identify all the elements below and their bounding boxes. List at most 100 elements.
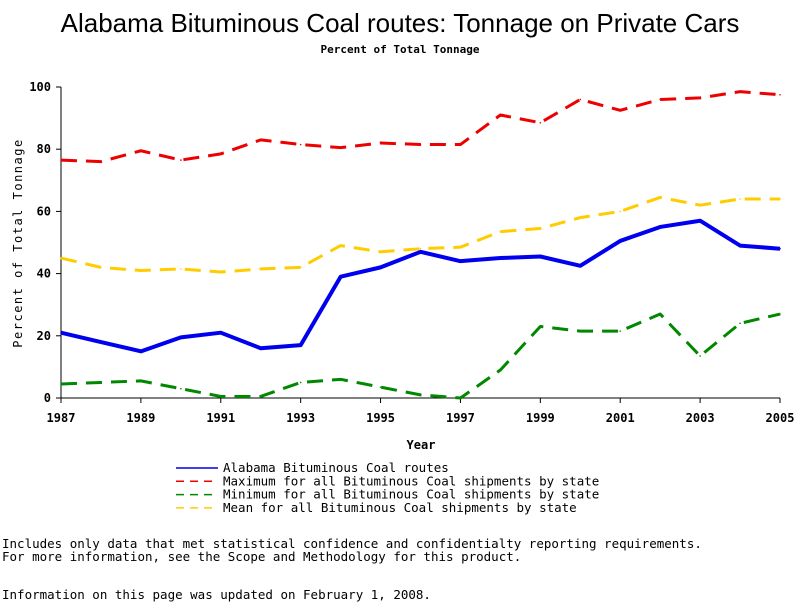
- y-tick-label: 0: [44, 391, 51, 405]
- series-3-point: [619, 210, 622, 213]
- series-3-point: [579, 216, 582, 219]
- series-1-point: [699, 97, 701, 99]
- x-tick-label: 2003: [686, 411, 715, 425]
- series-1-point: [100, 160, 102, 163]
- series-1-point: [619, 109, 622, 112]
- series-1-point: [180, 159, 182, 161]
- series-3-point: [459, 246, 462, 248]
- series-2-point: [140, 380, 142, 382]
- series-2-point: [499, 369, 502, 371]
- series-1-point: [539, 121, 542, 124]
- series-0-point: [619, 240, 622, 242]
- x-axis-label: Year: [407, 438, 436, 452]
- y-tick-label: 100: [29, 80, 51, 94]
- x-tick-label: 1997: [446, 411, 475, 425]
- series-0-point: [339, 275, 342, 278]
- x-tick-label: 1999: [526, 411, 555, 425]
- series-2-point: [180, 387, 182, 390]
- series-0-point: [459, 260, 462, 262]
- axes: [60, 87, 780, 399]
- series-1-point: [140, 149, 142, 152]
- series-3-point: [140, 269, 142, 272]
- axis-ticks: 1987 1989 1991 1993 1995 1997 1999 2001 2003 2005…: [29, 80, 794, 425]
- series-1-point: [259, 139, 262, 141]
- series-lines: [60, 90, 781, 400]
- note-updated: Information on this page was updated on …: [2, 587, 431, 602]
- series-1-point: [60, 159, 62, 161]
- x-tick-label: 2005: [766, 411, 795, 425]
- series-0-point: [779, 247, 781, 250]
- series-0-point: [659, 226, 661, 228]
- series-1-point: [419, 143, 422, 146]
- series-2-point: [339, 378, 342, 381]
- series-2-point: [579, 330, 582, 332]
- series-1-point: [339, 146, 342, 149]
- series-2-point: [100, 381, 102, 384]
- series-1-point: [379, 142, 382, 144]
- series-2-point: [379, 386, 382, 388]
- series-2-point: [779, 313, 781, 315]
- note-confidence: Includes only data that met statistical …: [2, 536, 702, 551]
- x-tick-label: 1995: [366, 411, 395, 425]
- series-3-point: [419, 247, 422, 250]
- series-line-0: [60, 218, 781, 354]
- series-2-point: [659, 313, 661, 315]
- series-3-point: [539, 227, 542, 230]
- series-2-point: [219, 395, 222, 398]
- series-0-point: [739, 244, 741, 247]
- series-0-point: [140, 350, 142, 353]
- series-line-3: [60, 195, 780, 274]
- series-line-2: [60, 312, 781, 400]
- x-tick-label: 1987: [47, 411, 76, 425]
- series-3-point: [299, 266, 302, 269]
- series-3-point: [499, 230, 502, 233]
- series-3-point: [219, 271, 222, 273]
- series-0-point: [499, 257, 502, 259]
- series-2-point: [539, 325, 542, 328]
- series-2-point: [60, 383, 62, 385]
- y-axis-label: Percent of Total Tonnage: [11, 138, 25, 347]
- series-0-point: [100, 341, 102, 343]
- x-tick-label: 1989: [126, 411, 155, 425]
- series-0-point: [180, 336, 182, 339]
- series-1-point: [779, 93, 781, 96]
- x-tick-label: 1991: [206, 411, 235, 425]
- series-2-point: [299, 381, 302, 384]
- series-2-point: [459, 397, 462, 399]
- y-tick-label: 20: [37, 329, 51, 343]
- x-tick-label: 1993: [286, 411, 315, 425]
- series-1-point: [739, 90, 741, 93]
- y-tick-label: 80: [37, 142, 51, 156]
- chart-subtitle: Percent of Total Tonnage: [321, 43, 480, 56]
- series-0-point: [699, 219, 701, 222]
- series-2-point: [419, 394, 422, 396]
- series-3-point: [180, 268, 182, 270]
- series-3-point: [259, 268, 262, 270]
- series-1-point: [499, 114, 502, 116]
- series-1-point: [219, 153, 222, 155]
- series-2-point: [619, 330, 622, 332]
- series-1-point: [579, 98, 582, 101]
- legend-label: Maximum for all Bituminous Coal shipment…: [223, 473, 599, 488]
- chart-title: Alabama Bituminous Coal routes: Tonnage …: [61, 8, 740, 38]
- series-0-point: [60, 331, 62, 334]
- series-1-point: [459, 143, 462, 146]
- series-line-1: [60, 90, 781, 164]
- legend-label: Minimum for all Bituminous Coal shipment…: [223, 487, 599, 502]
- series-1-point: [659, 98, 661, 101]
- x-tick-label: 2001: [606, 411, 635, 425]
- series-0-point: [219, 331, 222, 334]
- series-3-point: [779, 198, 781, 200]
- series-2-point: [739, 322, 741, 325]
- series-0-point: [419, 251, 422, 253]
- series-0-point: [379, 266, 382, 269]
- y-tick-label: 40: [37, 267, 51, 281]
- series-3-point: [659, 196, 661, 199]
- series-3-point: [100, 266, 102, 269]
- series-3-point: [699, 204, 701, 206]
- series-0-point: [579, 265, 582, 267]
- legend-label: Mean for all Bituminous Coal shipments b…: [223, 500, 577, 515]
- series-0-point: [299, 344, 302, 346]
